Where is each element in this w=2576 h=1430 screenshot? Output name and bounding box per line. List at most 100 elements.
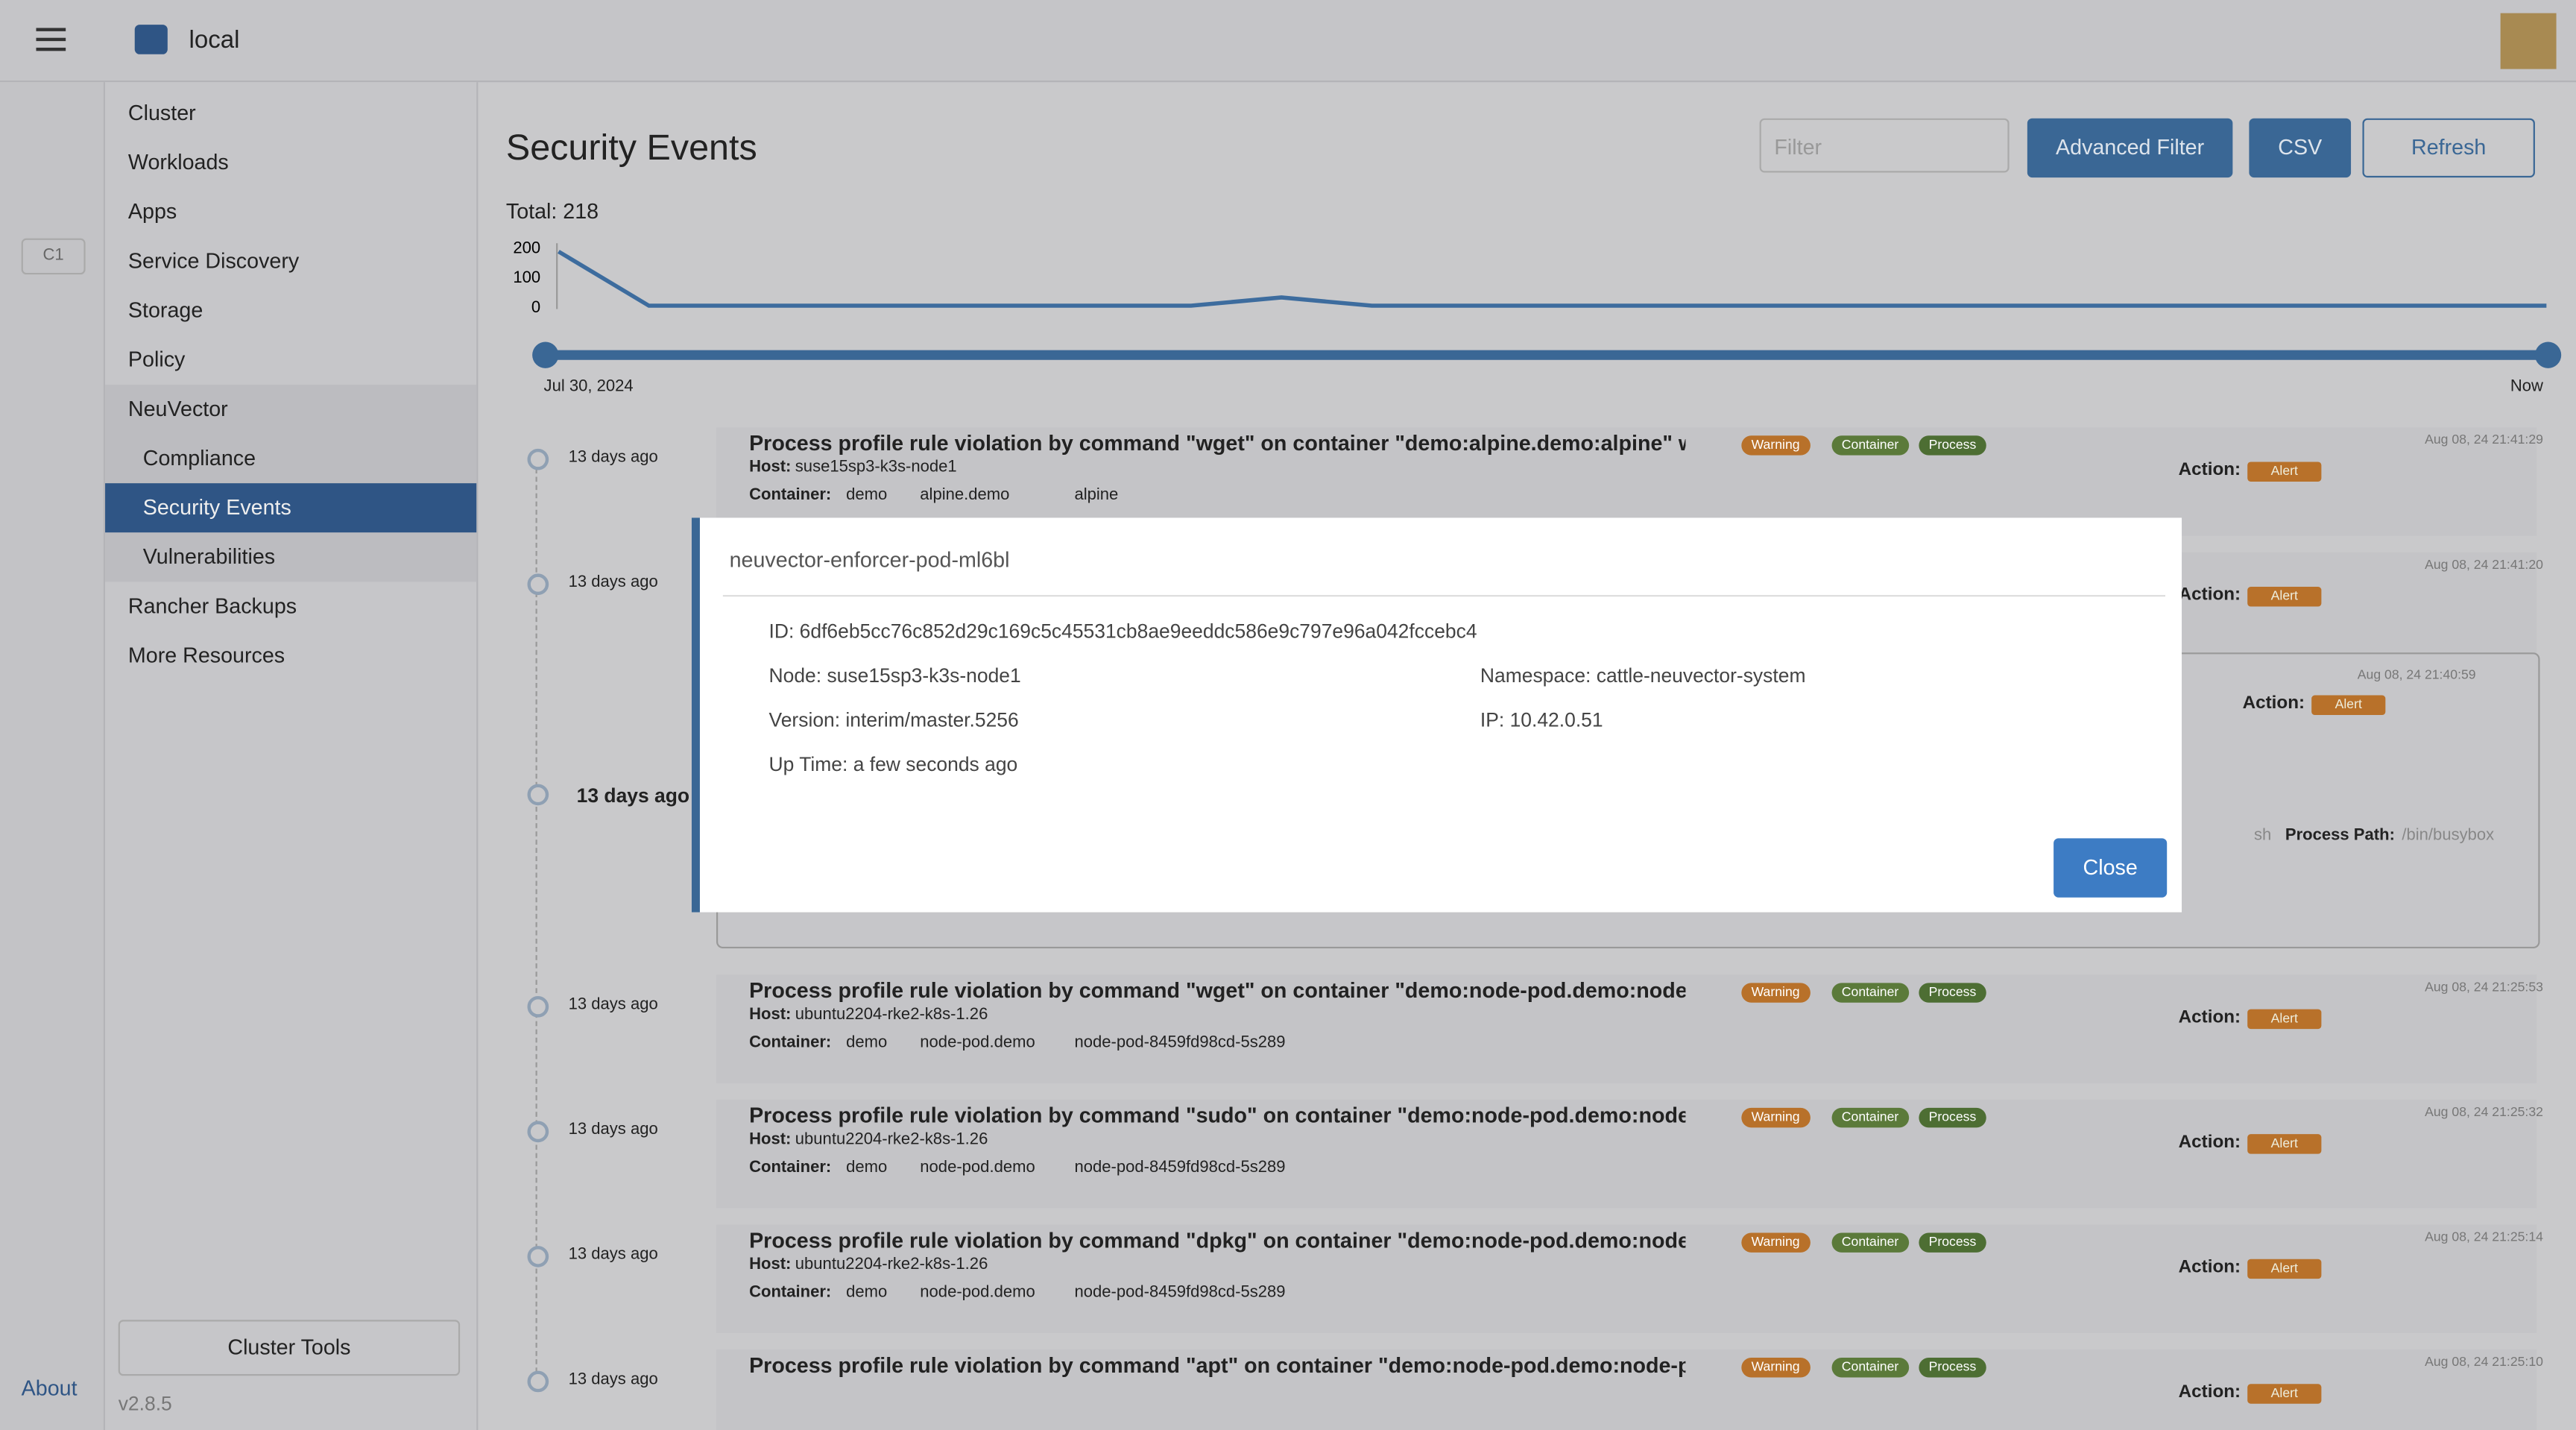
nav-item[interactable]: Service Discovery bbox=[127, 248, 300, 273]
event-date: Aug 08, 24 21:25:10 bbox=[2425, 1354, 2543, 1370]
action-label: Action: bbox=[2178, 1132, 2241, 1153]
container-part: demo bbox=[846, 1283, 888, 1303]
container-part: node-pod-8459fd98cd-5s289 bbox=[1074, 1033, 1286, 1052]
detail-item: Node: suse15sp3-k3s-node1 bbox=[768, 664, 1021, 687]
container-part: demo bbox=[846, 1033, 888, 1052]
event-time: 13 days ago bbox=[568, 573, 658, 592]
about-link[interactable]: About bbox=[21, 1376, 78, 1401]
alert-badge: Alert bbox=[2247, 462, 2322, 482]
y-tick-label: 0 bbox=[531, 297, 540, 316]
modal: neuvector-enforcer-pod-ml6bl Close ID: 6… bbox=[691, 517, 2182, 913]
slider-handle[interactable] bbox=[2534, 341, 2562, 368]
nav-item[interactable]: Apps bbox=[127, 198, 177, 224]
container-label: Container: bbox=[749, 486, 832, 505]
container-label: Container: bbox=[749, 1159, 832, 1177]
process-path-label: Process Path: bbox=[2285, 826, 2395, 845]
nav-item[interactable]: Rancher Backups bbox=[127, 593, 297, 618]
nav-item[interactable]: Storage bbox=[127, 297, 203, 323]
y-tick-label: 100 bbox=[513, 268, 540, 286]
tag: Warning bbox=[1741, 435, 1810, 456]
tag: Warning bbox=[1741, 983, 1810, 1003]
timeline bbox=[535, 452, 539, 1373]
timeline-dot bbox=[527, 1121, 549, 1143]
alert-badge: Alert bbox=[2311, 695, 2386, 716]
tag: Container bbox=[1831, 983, 1909, 1003]
tag: Warning bbox=[1741, 1107, 1810, 1128]
tag: Process bbox=[1919, 1357, 1986, 1378]
nav-item[interactable]: Vulnerabilities bbox=[105, 532, 477, 582]
host: ubuntu2204-rke2-k8s-1.26 bbox=[795, 1006, 988, 1024]
event-time: 13 days ago bbox=[568, 448, 658, 467]
tag: Process bbox=[1919, 983, 1986, 1003]
alert-badge: Alert bbox=[2247, 1134, 2322, 1154]
alert-badge: Alert bbox=[2247, 1384, 2322, 1404]
tag: Process bbox=[1919, 435, 1986, 456]
action-label: Action: bbox=[2178, 585, 2241, 605]
detail-item: ID: 6df6eb5cc76c852d29c169c5c45531cb8ae9… bbox=[768, 620, 1477, 643]
nav-item-selected[interactable]: Security Events bbox=[105, 483, 477, 533]
avatar[interactable] bbox=[2500, 13, 2557, 69]
event-date: Aug 08, 24 21:41:20 bbox=[2425, 557, 2543, 573]
event-title: Process profile rule violation by comman… bbox=[749, 1352, 1686, 1378]
modal-title: neuvector-enforcer-pod-ml6bl bbox=[729, 547, 1010, 573]
alert-badge: Alert bbox=[2247, 587, 2322, 607]
menu-icon[interactable] bbox=[36, 28, 66, 31]
csv-button[interactable]: CSV bbox=[2249, 118, 2352, 178]
action-label: Action: bbox=[2178, 460, 2241, 480]
detail-item: Version: interim/master.5256 bbox=[768, 708, 1019, 732]
event-time: 13 days ago bbox=[568, 995, 658, 1015]
nav-item[interactable]: Compliance bbox=[105, 434, 477, 484]
range-start: Jul 30, 2024 bbox=[543, 378, 634, 397]
event-title: Process profile rule violation by comman… bbox=[749, 1103, 1686, 1128]
cluster-tools-button[interactable]: Cluster Tools bbox=[118, 1320, 461, 1376]
container-part: alpine.demo bbox=[920, 486, 1010, 505]
page-title: Security Events bbox=[505, 126, 757, 168]
action-label: Action: bbox=[2178, 1382, 2241, 1402]
timeline-dot bbox=[527, 1370, 549, 1393]
series-line bbox=[557, 250, 2547, 308]
action-label: Action: bbox=[2178, 1007, 2241, 1027]
event-date: Aug 08, 24 21:40:59 bbox=[2357, 667, 2476, 682]
detail-item: Namespace: cattle-neuvector-system bbox=[1480, 664, 1806, 687]
nav-item[interactable]: Workloads bbox=[127, 149, 229, 174]
process-path: /bin/busybox bbox=[2402, 826, 2495, 845]
timeline-chart: 200 100 0 bbox=[513, 239, 2562, 368]
nav-item[interactable]: More Resources bbox=[127, 642, 285, 668]
event-date: Aug 08, 24 21:25:14 bbox=[2425, 1229, 2543, 1244]
icon-rail: C1 About bbox=[0, 82, 106, 1430]
event-title: Process profile rule violation by comman… bbox=[749, 977, 1686, 1003]
event-title: Process profile rule violation by comman… bbox=[749, 430, 1686, 456]
advanced-filter-button[interactable]: Advanced Filter bbox=[2027, 118, 2233, 178]
divider bbox=[722, 595, 2166, 597]
tag: Container bbox=[1831, 435, 1909, 456]
slider-handle[interactable] bbox=[532, 341, 559, 368]
side-nav: Cluster Tools v2.8.5 Cluster Workloads App… bbox=[105, 82, 479, 1430]
nav-item[interactable]: Cluster bbox=[127, 100, 196, 125]
filter-input[interactable]: Filter bbox=[1759, 118, 2010, 173]
nav-item[interactable]: NeuVector bbox=[105, 384, 477, 435]
container-part: node-pod.demo bbox=[920, 1283, 1035, 1303]
event-row: Aug 08, 24 21:25:14 Action: Alert Process p… bbox=[716, 1224, 2543, 1333]
detail-item: Up Time: a few seconds ago bbox=[768, 752, 1018, 776]
event-date: Aug 08, 24 21:25:53 bbox=[2425, 979, 2543, 995]
nav-item[interactable]: Policy bbox=[127, 347, 186, 372]
range-end: Now bbox=[2510, 378, 2543, 397]
timeline-dot bbox=[527, 448, 549, 470]
event-date: Aug 08, 24 21:25:32 bbox=[2425, 1104, 2543, 1120]
cluster-badge[interactable]: C1 bbox=[21, 238, 86, 275]
tag: Process bbox=[1919, 1107, 1986, 1128]
cluster-name: local bbox=[189, 26, 240, 54]
action-label: Action: bbox=[2178, 1257, 2241, 1277]
process-name: sh bbox=[2254, 826, 2272, 845]
container-label: Container: bbox=[749, 1283, 832, 1303]
host-label: Host: bbox=[749, 1006, 792, 1024]
container-part: demo bbox=[846, 1159, 888, 1177]
close-button[interactable]: Close bbox=[2053, 838, 2168, 898]
refresh-button[interactable]: Refresh bbox=[2362, 118, 2535, 178]
version: v2.8.5 bbox=[118, 1392, 172, 1416]
timeline-dot bbox=[527, 573, 549, 596]
container-part: node-pod.demo bbox=[920, 1159, 1035, 1177]
alert-badge: Alert bbox=[2247, 1009, 2322, 1030]
logo bbox=[134, 25, 168, 54]
event-time: 13 days ago bbox=[568, 1121, 658, 1139]
